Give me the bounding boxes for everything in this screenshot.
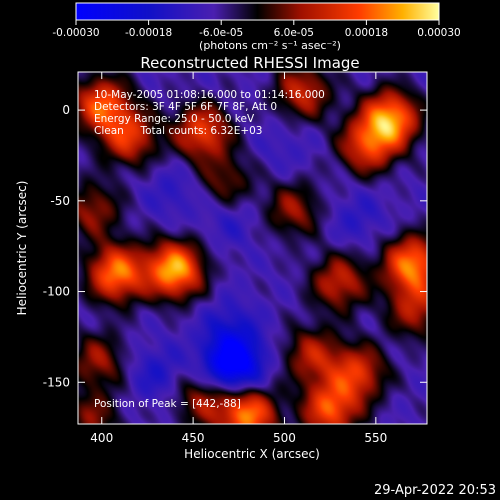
annotation-time-range: 10-May-2005 01:08:16.000 to 01:14:16.000 (94, 89, 325, 101)
annotation-clean-counts: Clean Total counts: 6.32E+03 (94, 125, 263, 137)
colorbar-ticks: -0.00030 -0.00018 -6.0e-05 6.0e-05 0.00018 0.… (52, 20, 461, 39)
colorbar-units: (photons cm⁻² s⁻¹ asec⁻²) (199, 39, 341, 52)
y-tick-label: -150 (43, 375, 70, 389)
colorbar-tick-label: 0.00018 (345, 27, 388, 39)
colorbar-tick-label: -6.0e-05 (199, 27, 243, 39)
y-tick-label: -50 (50, 194, 70, 208)
y-tick-label: -100 (43, 285, 70, 299)
chart-title: Reconstructed RHESSI Image (140, 54, 359, 72)
colorbar-tick-label: -0.00018 (125, 27, 172, 39)
x-tick-label: 550 (364, 431, 387, 445)
colorbar-tick-label: 0.00030 (417, 27, 460, 39)
y-tick-label: 0 (62, 103, 70, 117)
plot-area: 400 450 500 550 0 -50 -100 -150 10-May-2005 01:… (43, 71, 428, 445)
axis-ticks: 400 450 500 550 0 -50 -100 -150 (43, 72, 427, 445)
annotation-energy-range: Energy Range: 25.0 - 50.0 keV (94, 113, 255, 125)
plot-frame (77, 71, 428, 425)
x-axis-label: Heliocentric X (arcsec) (184, 447, 320, 461)
y-axis-label: Heliocentric Y (arcsec) (15, 181, 29, 316)
colorbar: -0.00030 -0.00018 -6.0e-05 6.0e-05 0.00018 0.… (52, 2, 461, 52)
x-tick-label: 500 (273, 431, 296, 445)
timestamp: 29-Apr-2022 20:53 (374, 483, 496, 498)
x-tick-label: 450 (182, 431, 205, 445)
x-tick-label: 400 (90, 431, 113, 445)
annotation-detectors: Detectors: 3F 4F 5F 6F 7F 8F, Att 0 (94, 101, 277, 113)
annotation-peak-position: Position of Peak = [442,-88] (94, 398, 241, 410)
colorbar-gradient (75, 2, 440, 21)
colorbar-tick-label: -0.00030 (52, 27, 99, 39)
colorbar-tick-label: 6.0e-05 (274, 27, 314, 39)
